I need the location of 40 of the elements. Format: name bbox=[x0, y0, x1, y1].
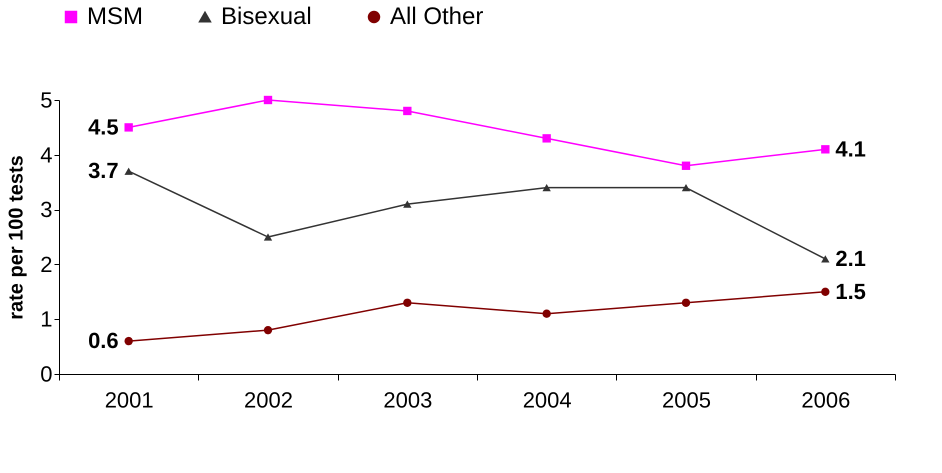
legend-label: Bisexual bbox=[221, 3, 312, 30]
point bbox=[542, 184, 551, 192]
point bbox=[264, 233, 272, 241]
point bbox=[264, 326, 272, 334]
x-tick-label: 2006 bbox=[801, 388, 850, 412]
point bbox=[542, 134, 551, 143]
data-label: 3.7 bbox=[88, 158, 119, 184]
point bbox=[821, 255, 830, 263]
point bbox=[403, 106, 412, 116]
point bbox=[403, 200, 412, 208]
point bbox=[821, 288, 830, 296]
x-tick-label: 2001 bbox=[104, 388, 154, 412]
x-tick-label: 2004 bbox=[522, 388, 572, 412]
x-tick-label: 2005 bbox=[662, 388, 711, 412]
y-tick-label: 5 bbox=[40, 88, 52, 112]
data-label: 1.5 bbox=[835, 278, 866, 304]
point bbox=[821, 145, 830, 154]
data-label: 4.1 bbox=[835, 136, 866, 162]
point bbox=[124, 123, 133, 132]
data-label: 0.6 bbox=[88, 328, 119, 354]
point bbox=[682, 162, 690, 170]
x-tick-label: 2002 bbox=[244, 388, 293, 412]
point bbox=[124, 336, 133, 346]
point bbox=[682, 184, 690, 192]
point bbox=[542, 310, 551, 318]
point bbox=[403, 298, 412, 307]
data-label: 2.1 bbox=[835, 246, 866, 271]
y-tick-label: 2 bbox=[40, 252, 52, 277]
point bbox=[682, 298, 690, 307]
y-tick-label: 3 bbox=[40, 197, 52, 222]
y-axis-title: rate per 100 tests bbox=[5, 155, 28, 320]
legend-label: MSM bbox=[87, 3, 143, 30]
x-tick-label: 2003 bbox=[383, 388, 432, 412]
y-tick-label: 1 bbox=[40, 306, 52, 332]
y-tick-label: 0 bbox=[40, 362, 52, 386]
point bbox=[264, 96, 272, 104]
y-tick-label: 4 bbox=[40, 142, 52, 168]
data-label: 4.5 bbox=[88, 114, 119, 140]
point bbox=[124, 168, 133, 175]
legend-label: All Other bbox=[390, 3, 484, 30]
